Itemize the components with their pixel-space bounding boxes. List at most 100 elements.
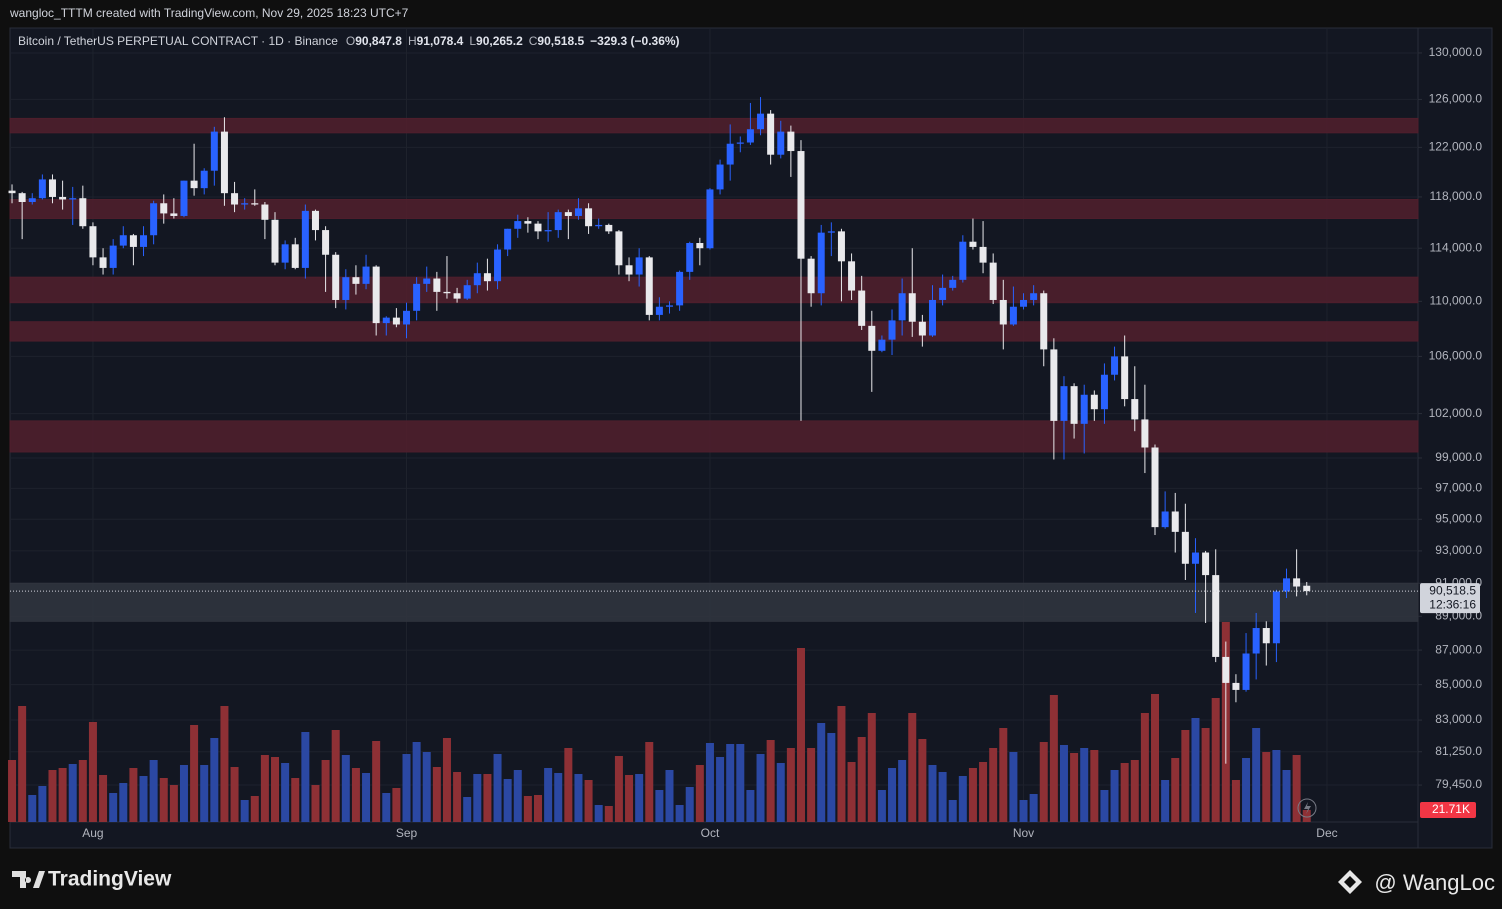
candle-body	[1151, 447, 1159, 528]
candle-body	[463, 285, 471, 299]
candle-body	[1272, 591, 1280, 644]
zone	[9, 276, 1419, 304]
volume-bar	[1191, 718, 1200, 822]
candle-body	[332, 254, 340, 300]
candle-body	[48, 179, 56, 197]
volume-bar	[513, 770, 522, 822]
volume-bar	[908, 713, 917, 822]
candle-body	[1202, 552, 1210, 576]
candle-body	[716, 164, 724, 190]
candle-body	[220, 131, 228, 194]
y-tick-label: 85,000.0	[1435, 677, 1482, 691]
volume-bar	[675, 805, 684, 822]
volume-bar	[847, 762, 856, 822]
volume-bar	[554, 773, 563, 822]
candle-body	[8, 190, 16, 194]
volume-bar	[1019, 800, 1028, 822]
y-tick-label: 97,000.0	[1435, 480, 1482, 494]
replay-icon[interactable]	[1297, 798, 1317, 818]
candle-body	[686, 243, 694, 272]
volume-bar	[1120, 763, 1129, 822]
candle-body	[362, 266, 370, 284]
volume-bar	[665, 770, 674, 822]
candle-body	[271, 219, 279, 263]
volume-bar	[1140, 713, 1149, 822]
volume-bar	[1100, 790, 1109, 822]
y-tick-label: 110,000.0	[1430, 293, 1483, 307]
volume-bar	[776, 763, 785, 822]
y-tick-label: 106,000.0	[1429, 349, 1483, 363]
volume-bar	[473, 774, 482, 822]
volume-bar	[796, 648, 805, 822]
candle-body	[342, 277, 350, 300]
volume-bar	[48, 770, 57, 822]
zone	[9, 420, 1419, 453]
volume-bar	[179, 765, 188, 822]
zone	[9, 321, 1419, 342]
candle-body	[544, 230, 552, 232]
volume-bar	[1161, 780, 1170, 822]
legend-change: −329.3 (−0.36%)	[590, 34, 680, 48]
volume-bar	[483, 774, 492, 822]
y-tick-label: 130,000.0	[1429, 45, 1483, 59]
volume-bar	[1252, 728, 1261, 822]
candle-body	[665, 305, 673, 307]
volume-bar	[958, 776, 967, 822]
volume-bar	[159, 778, 168, 822]
candle-body	[1303, 585, 1311, 592]
zone	[9, 582, 1419, 622]
candle-body	[453, 293, 461, 299]
volume-bar	[564, 748, 573, 822]
candle-body	[1050, 349, 1058, 421]
candle-body	[160, 203, 168, 214]
candle-body	[170, 213, 178, 216]
volume-bar	[584, 780, 593, 822]
candle-body	[605, 224, 613, 232]
volume-bar	[169, 785, 178, 822]
volume-bar	[453, 772, 462, 822]
legend-value: 90,518.5	[537, 34, 585, 48]
volume-bar	[68, 764, 77, 822]
candle-body	[483, 273, 491, 282]
volume-bar	[544, 768, 553, 822]
volume-bar	[837, 706, 846, 822]
candle-body	[69, 198, 77, 200]
volume-bar	[402, 754, 411, 822]
volume-bar	[240, 800, 249, 822]
candle-body	[787, 131, 795, 152]
volume-label-box	[1420, 801, 1476, 818]
candle-body	[382, 317, 390, 324]
candle-body	[1222, 656, 1230, 683]
volume-bar	[362, 773, 371, 822]
candle-body	[949, 279, 957, 288]
candle-body	[696, 243, 704, 249]
countdown-label: 12:36:16	[1429, 597, 1476, 611]
candle-body	[797, 151, 805, 259]
candle-body	[574, 208, 582, 216]
volume-bar	[88, 722, 97, 822]
volume-bar	[574, 774, 583, 822]
candle-body	[322, 230, 330, 255]
candle-body	[939, 287, 947, 300]
volume-bar	[1110, 770, 1119, 822]
candle-body	[1141, 419, 1149, 448]
candle-body	[1181, 531, 1189, 564]
volume-bar	[989, 748, 998, 822]
candle-body	[554, 212, 562, 231]
candle-body	[848, 261, 856, 291]
volume-bar	[1090, 750, 1099, 822]
volume-bar	[807, 748, 816, 822]
legend-key: O	[345, 34, 356, 48]
candle-body	[827, 231, 835, 233]
candle-body	[1009, 306, 1017, 325]
candle-body	[150, 203, 158, 236]
legend-key: C	[528, 34, 538, 48]
candle-body	[837, 231, 845, 262]
candle-body	[888, 320, 896, 340]
candle-body	[18, 193, 26, 202]
volume-bar	[382, 793, 391, 822]
candle-body	[1293, 578, 1301, 587]
volume-bar	[756, 754, 765, 822]
volume-bar	[898, 760, 907, 822]
x-tick-label: Oct	[701, 826, 720, 840]
